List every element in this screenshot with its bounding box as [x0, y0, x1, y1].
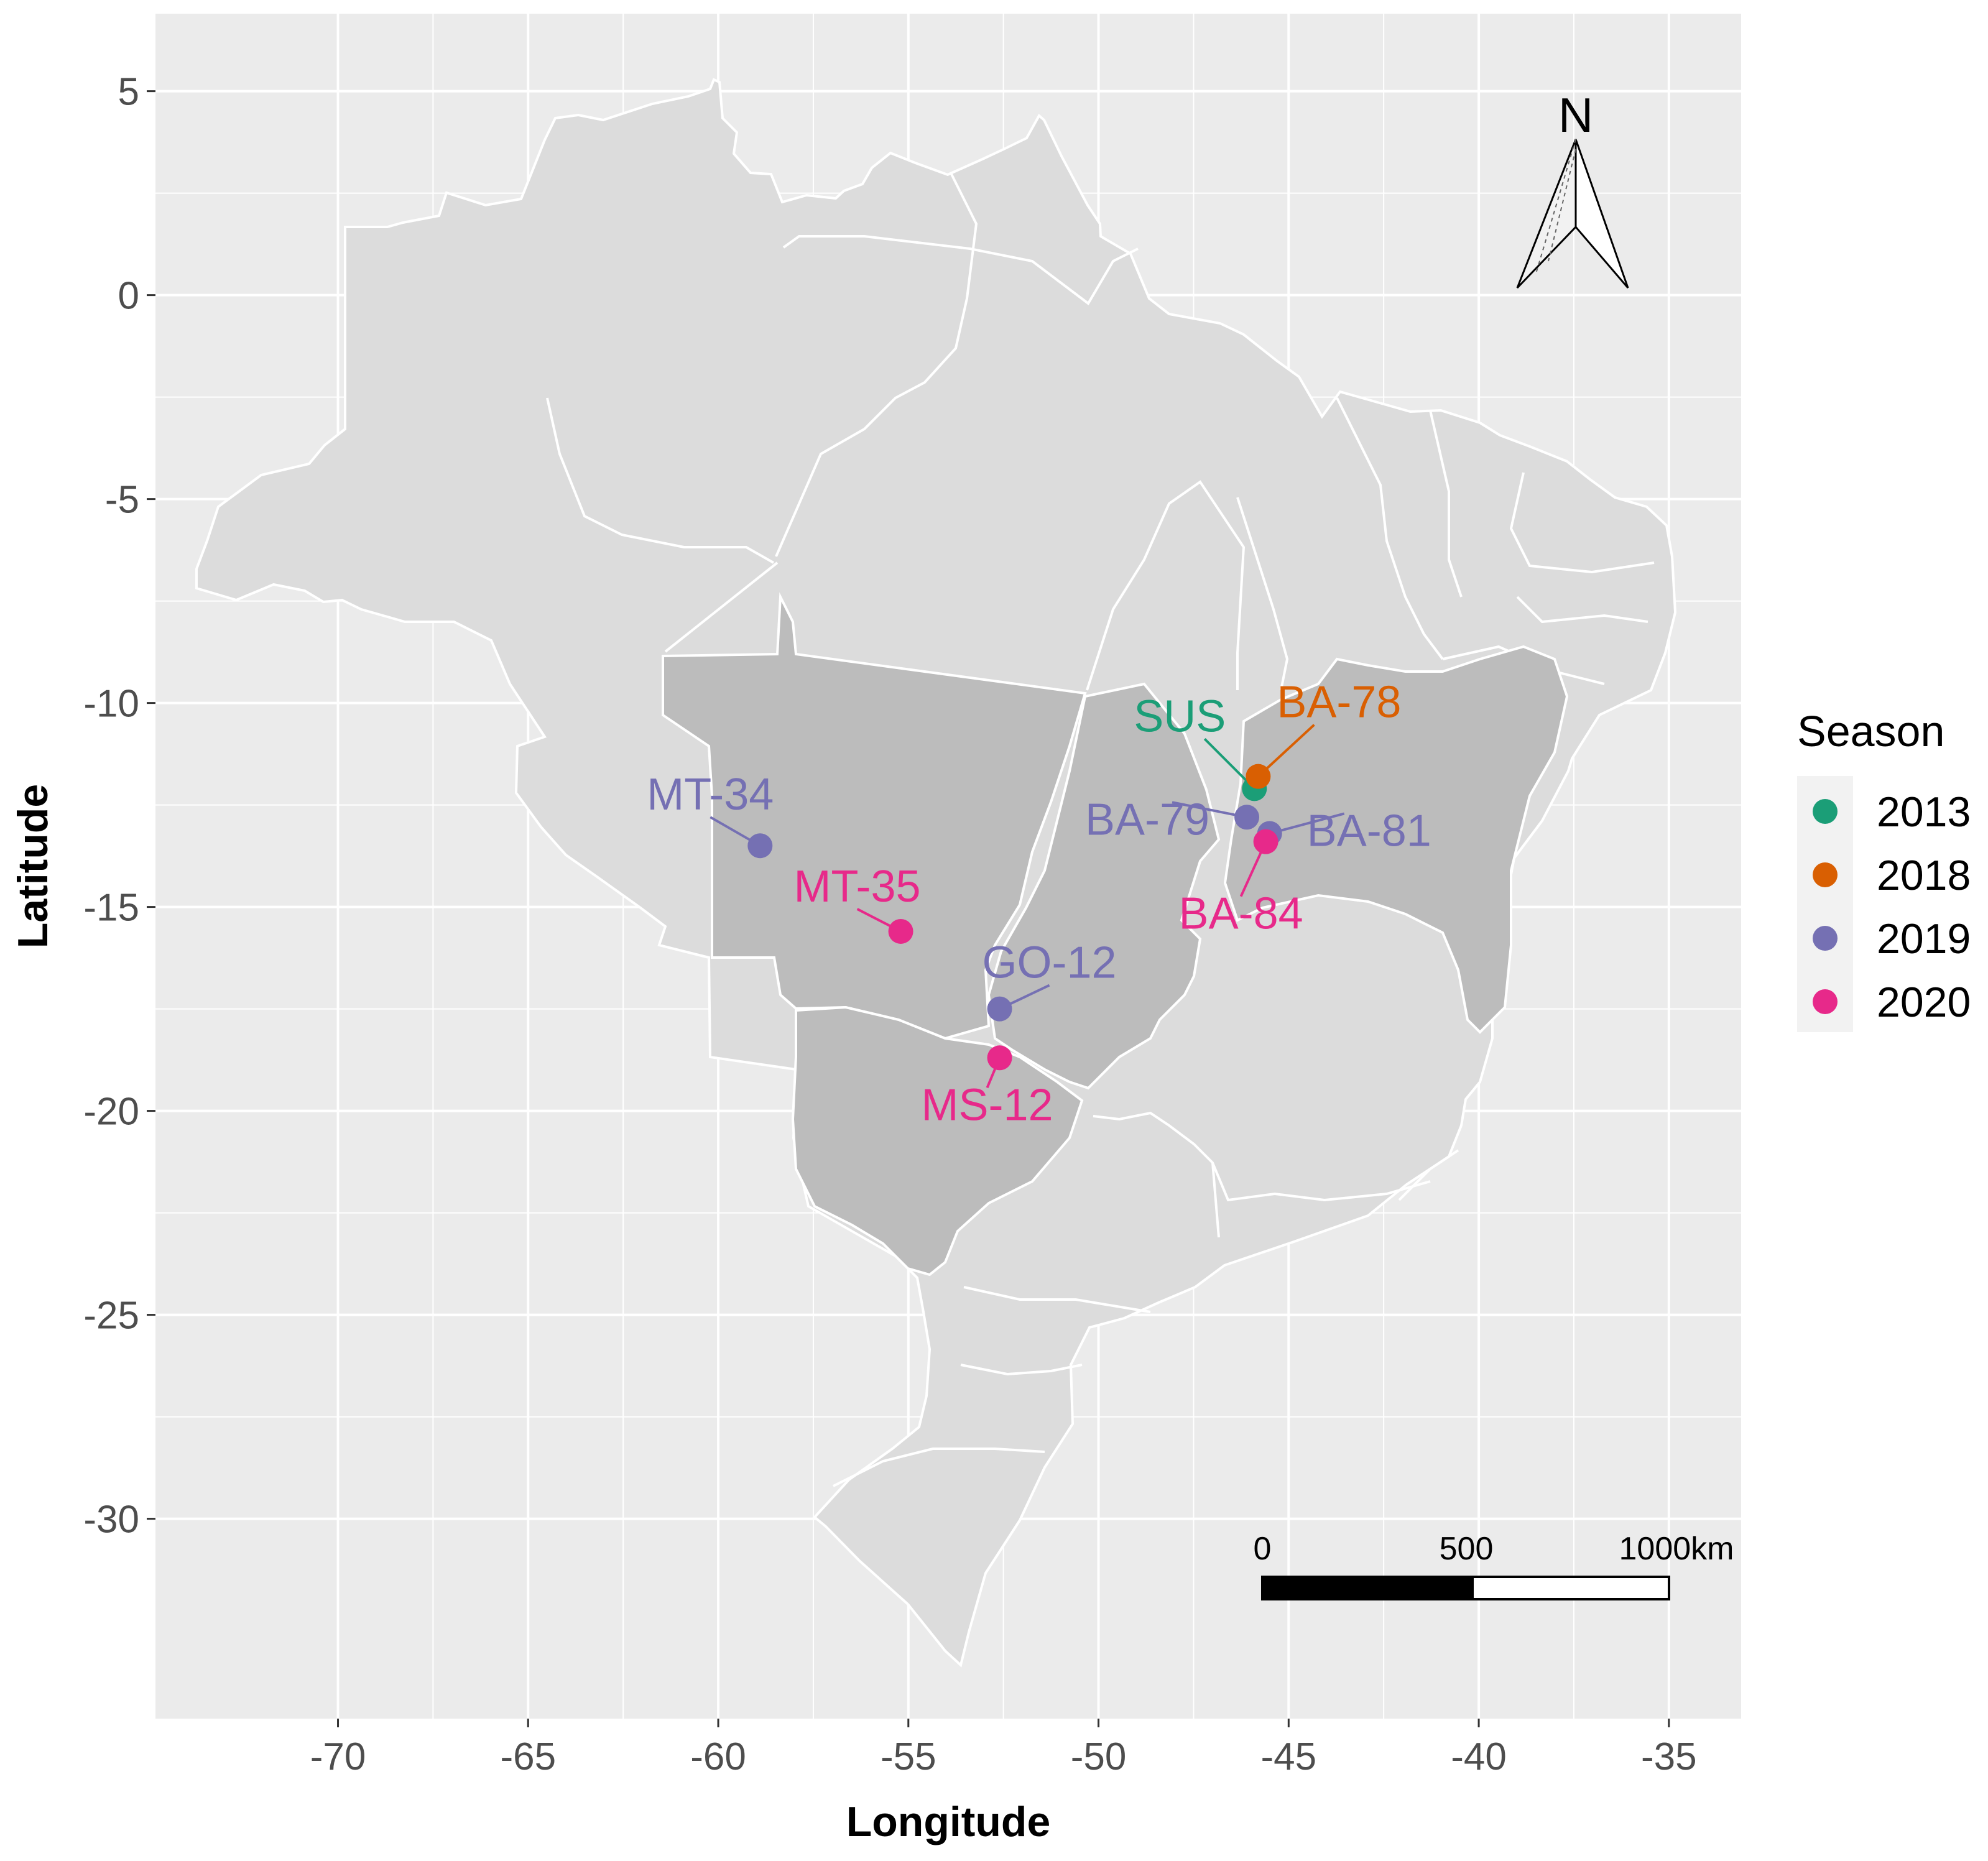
legend-label-2019: 2019 — [1877, 915, 1971, 963]
y-tick-label-0: 5 — [118, 71, 139, 114]
point-leader-1 — [1257, 724, 1315, 778]
axes: -70 -65 -60 -55 -50 -45 -40 -35 5 0 -5 -10 -15 -20 -25… — [83, 71, 1696, 1778]
y-tick-label-2: -5 — [105, 479, 139, 522]
point-leader-4 — [1269, 812, 1345, 835]
point-ba-84 — [1253, 829, 1278, 854]
north-label: N — [1558, 88, 1593, 142]
state-mato-grosso — [662, 592, 1087, 1040]
legend-key-2013 — [1813, 799, 1838, 824]
state-borders — [546, 173, 1655, 1487]
y-tick-label-4: -15 — [83, 887, 139, 930]
point-mt-34 — [747, 833, 773, 859]
y-tick-label-6: -25 — [83, 1295, 139, 1337]
x-tick-label-2: -60 — [690, 1735, 746, 1778]
legend-key-2020 — [1813, 989, 1838, 1014]
y-tick-label-3: -10 — [83, 683, 139, 726]
scale-label-500: 500 — [1440, 1531, 1494, 1567]
legend-label-2013: 2013 — [1877, 788, 1971, 836]
state-mato-grosso-do-sul — [791, 1005, 1084, 1277]
y-axis-title: Latitude — [9, 784, 57, 948]
y-tick-label-1: 0 — [118, 275, 139, 318]
point-label-mt-34: MT-34 — [647, 770, 774, 820]
x-tick-label-0: -70 — [310, 1735, 366, 1778]
legend-label-2020: 2020 — [1877, 979, 1971, 1026]
x-axis-title: Longitude — [846, 1798, 1051, 1845]
y-tick-label-7: -30 — [83, 1498, 139, 1541]
highlighted-states — [662, 592, 1569, 1277]
scale-bar: 0 500 1000km — [1254, 1531, 1734, 1600]
point-label-ms-12: MS-12 — [922, 1080, 1053, 1130]
x-tick-label-4: -50 — [1071, 1735, 1127, 1778]
state-bahia — [1223, 645, 1569, 1034]
point-leader-3 — [1172, 801, 1247, 819]
legend-title: Season — [1797, 707, 1944, 755]
legend-label-2018: 2018 — [1877, 852, 1971, 899]
data-points: SUS BA-78 MT-34 BA-79 BA-81 GO-12 MT-35 BA-84 MS… — [647, 678, 1431, 1130]
legend-key-2019 — [1813, 926, 1838, 951]
point-mt-35 — [888, 918, 913, 944]
x-tick-label-6: -40 — [1451, 1735, 1507, 1778]
scale-label-1000km: 1000km — [1619, 1531, 1734, 1567]
point-label-sus: SUS — [1134, 691, 1226, 741]
y-tick-label-5: -20 — [83, 1091, 139, 1134]
scale-label-0: 0 — [1254, 1531, 1272, 1567]
point-ba-78 — [1246, 764, 1271, 789]
point-ba-79 — [1234, 805, 1260, 830]
x-tick-label-1: -65 — [500, 1735, 556, 1778]
x-tick-label-5: -45 — [1260, 1735, 1316, 1778]
point-label-go-12: GO-12 — [982, 938, 1117, 988]
point-ms-12 — [987, 1045, 1012, 1071]
point-label-ba-84: BA-84 — [1179, 889, 1303, 939]
point-label-ba-78: BA-78 — [1277, 678, 1401, 727]
x-tick-label-7: -35 — [1641, 1735, 1697, 1778]
point-label-mt-35: MT-35 — [794, 862, 921, 912]
legend: Season 2013 2018 2019 2020 — [1797, 707, 1971, 1032]
point-label-ba-81: BA-81 — [1307, 806, 1431, 856]
x-tick-label-3: -55 — [881, 1735, 936, 1778]
point-go-12 — [987, 996, 1012, 1022]
point-label-ba-79: BA-79 — [1085, 795, 1209, 844]
north-arrow: N — [1516, 88, 1629, 289]
legend-key-2018 — [1813, 862, 1838, 887]
